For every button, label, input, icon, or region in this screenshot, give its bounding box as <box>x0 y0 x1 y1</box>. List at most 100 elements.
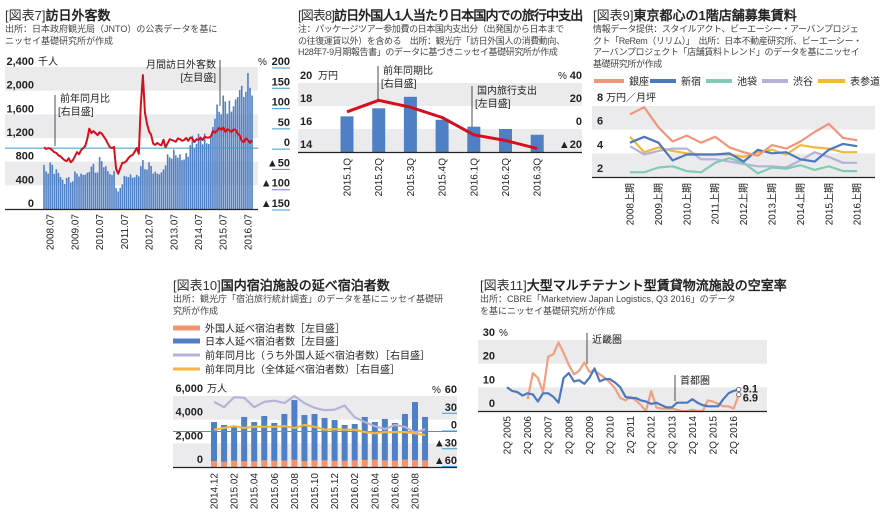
bar-foreign <box>341 460 348 467</box>
figure-label: [図表8] <box>298 8 335 23</box>
legend-label: 外国人延べ宿泊者数［左目盛］ <box>205 322 345 335</box>
annotation: [右目盛] <box>58 105 94 118</box>
x-tick-label: 2Q 2014 <box>688 416 699 455</box>
bar <box>80 173 82 209</box>
bar-foreign <box>401 459 408 467</box>
legend-label: 前年同月比（全体延べ宿泊者数）［右目盛］ <box>205 363 400 376</box>
x-tick-label: 2Q 2011 <box>626 416 637 454</box>
bar <box>185 153 187 209</box>
x-tick-label: 2015.06 <box>270 473 281 510</box>
x-tick-label: 2Q 2006 <box>523 416 534 455</box>
title-text: 東京都心の1階店舗募集賃料 <box>633 8 797 23</box>
bar <box>245 91 247 209</box>
bar <box>53 173 56 209</box>
bar <box>172 149 175 209</box>
bar <box>232 106 235 209</box>
tick-label: 200 <box>272 56 290 68</box>
bar <box>90 166 93 209</box>
figure-7-header: [図表7]訪日外客数 出所：日本政府観光局（JNTO）の公表データを基に ニッセ… <box>5 5 217 47</box>
bar-foreign <box>351 460 358 467</box>
end-value-label: 6.9 <box>743 393 758 405</box>
bar <box>82 174 84 209</box>
bar <box>191 135 194 209</box>
figure-title: [図表10]国内宿泊施設の延べ宿泊者数 <box>173 275 443 294</box>
annotation: 前年同月比 <box>60 92 110 105</box>
unit-label: % <box>558 71 567 82</box>
bar <box>69 182 72 209</box>
unit-label: 万円／月坪 <box>606 91 656 104</box>
x-tick-label: 2015.4Q <box>438 158 449 197</box>
bar <box>236 97 239 209</box>
yoy-line <box>43 74 253 175</box>
bar <box>238 90 241 209</box>
legend-label: 新宿 <box>681 75 701 88</box>
bar-foreign <box>211 461 217 467</box>
bar-foreign <box>422 460 429 467</box>
bar-foreign <box>412 460 418 467</box>
bar <box>251 95 253 209</box>
legend-label: 銀座 <box>629 75 649 88</box>
tick-label: 20 <box>483 351 495 363</box>
tick-label: 1,200 <box>6 127 34 139</box>
bar-japanese <box>371 422 378 460</box>
x-tick-label: 2012上期 <box>738 183 750 225</box>
bar <box>340 116 354 152</box>
series-line <box>629 106 858 157</box>
tick-label: 20 <box>570 93 582 105</box>
tick-label: 1,600 <box>6 103 34 115</box>
tick-label: 0 <box>451 420 457 432</box>
x-tick-label: 2016上期 <box>852 183 864 225</box>
source-line: 出所：CBRE「Marketview Japan Logistics, Q3 2… <box>480 294 736 304</box>
bar <box>76 173 78 209</box>
tick-label: 400 <box>16 174 34 186</box>
x-tick-label: 2Q 2010 <box>606 416 617 455</box>
legend-label: 日本人延べ宿泊者数［左目盛］ <box>205 335 345 348</box>
source-line: の往復運賃以外）を含める 出所：観光庁「訪日外国人の消費動向、 <box>298 35 565 46</box>
bar <box>100 161 103 209</box>
figure-10-header: [図表10]国内宿泊施設の延べ宿泊者数 出所：観光庁「宿泊旅行統計調査」のデータ… <box>173 275 443 317</box>
bar-japanese <box>422 416 429 461</box>
legend-label: 池袋 <box>737 75 757 88</box>
bar <box>67 177 70 209</box>
x-tick-label: 2Q 2007 <box>544 416 555 455</box>
tick-label: 2,000 <box>6 80 34 92</box>
x-tick-label: 2015.08 <box>290 473 301 510</box>
bar-foreign <box>281 460 288 467</box>
bar <box>144 169 146 209</box>
bar-japanese <box>221 424 228 462</box>
tick-label: ▲50 <box>267 157 290 169</box>
bar-foreign <box>301 461 308 467</box>
bar-japanese <box>241 416 248 462</box>
unit-label: 万円 <box>318 71 338 82</box>
bar <box>212 126 214 209</box>
end-point-marker <box>736 392 742 398</box>
series-line-shutoken <box>506 367 740 409</box>
tick-label: 0 <box>489 398 495 410</box>
bar <box>230 111 233 209</box>
source-line: 情報データ提供：スタイルアクト、ビーエーシー・アーバンプロジェ <box>593 24 859 34</box>
source-line: 基礎研究所が作成 <box>593 58 662 69</box>
bar <box>86 172 89 209</box>
bar <box>123 175 126 209</box>
bar-foreign <box>231 460 238 467</box>
bar <box>125 176 128 209</box>
end-value-label: 9.1 <box>743 383 758 395</box>
tick-label: 2,000 <box>175 430 203 442</box>
bar <box>234 99 237 209</box>
bar <box>55 169 58 209</box>
x-tick-label: 2010.07 <box>95 214 106 251</box>
source-line: を基にニッセイ基礎研究所が作成 <box>480 305 616 316</box>
bar <box>240 85 243 209</box>
tick-label: 4 <box>597 139 604 151</box>
title-text: 国内宿泊施設の延べ宿泊者数 <box>220 278 390 293</box>
bar <box>105 166 107 209</box>
figure-11-header: [図表11]大型マルチテナント型賃貸物流施設の空室率 出所：CBRE「Marke… <box>480 275 787 317</box>
x-tick-label: 2016.07 <box>243 214 254 251</box>
x-tick-label: 2011.07 <box>120 214 131 250</box>
source-line: 注：パッケージツアー参加費の日本国内支出分（出発国から日本まで <box>298 24 564 34</box>
bar-japanese <box>271 422 278 461</box>
x-tick-label: 2016.3Q <box>533 158 544 197</box>
bar-foreign <box>381 460 388 467</box>
bar <box>208 143 210 209</box>
bar <box>107 171 109 209</box>
